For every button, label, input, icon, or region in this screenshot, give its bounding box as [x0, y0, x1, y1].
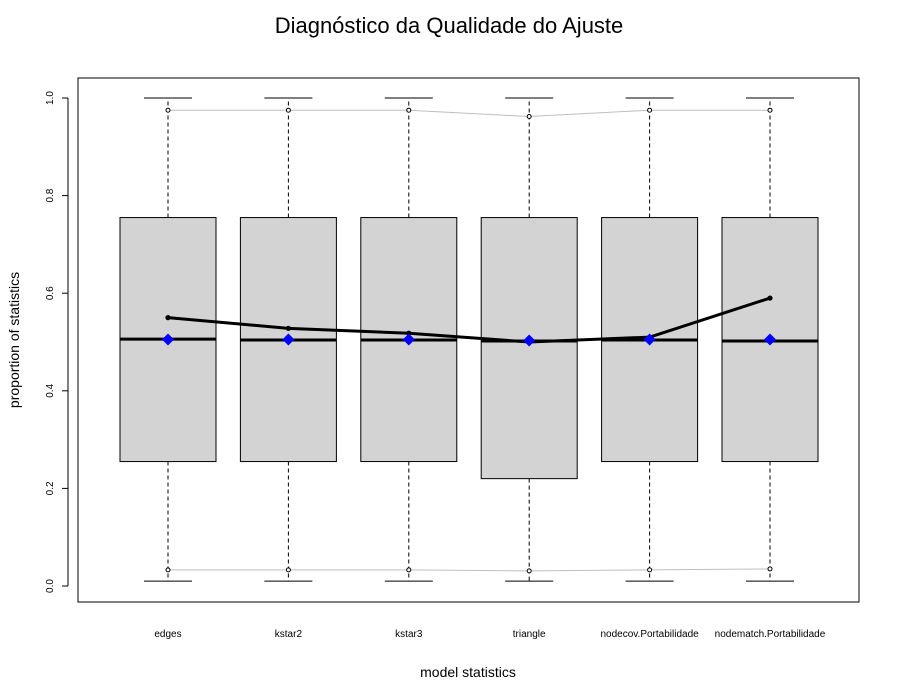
x-tick-label: nodecov.Portabilidade — [600, 629, 699, 640]
series-lines — [162, 107, 776, 574]
y-tick-label: 0.8 — [45, 188, 56, 202]
x-tick-label: triangle — [513, 629, 546, 640]
mean-marker — [764, 333, 776, 346]
series-point — [767, 295, 773, 301]
x-tick-label: kstar3 — [395, 629, 423, 640]
mean-marker — [643, 333, 656, 346]
y-tick-label: 1.0 — [45, 91, 56, 105]
plot-frame — [77, 77, 860, 603]
y-tick-label: 0.6 — [45, 286, 56, 300]
series-point — [285, 567, 291, 573]
series-line — [168, 109, 770, 118]
series-point — [406, 107, 412, 113]
x-tick-label: nodematch.Portabilidade — [715, 629, 826, 640]
series-point — [647, 567, 653, 573]
series-point — [285, 107, 291, 113]
mean-marker — [402, 333, 415, 346]
series-point — [406, 567, 412, 573]
x-tick-label: kstar2 — [275, 629, 303, 640]
x-tick-label: edges — [154, 629, 181, 640]
series-point — [767, 566, 773, 572]
mean-marker — [162, 333, 174, 346]
series-line — [167, 296, 771, 344]
mean-marker — [523, 334, 536, 347]
boxplot-group — [119, 97, 819, 582]
y-tick-label: 0.0 — [45, 579, 56, 593]
series-line — [168, 568, 771, 572]
y-tick-label: 0.4 — [45, 383, 56, 397]
series-point — [767, 107, 773, 113]
series-point — [165, 567, 171, 573]
mean-marker — [282, 333, 295, 346]
x-tick-labels: edges kstar2 kstar3 triangle nodecov.Portabi… — [154, 629, 825, 640]
series-point — [526, 114, 532, 120]
series-point — [285, 325, 291, 331]
series-point — [165, 107, 171, 113]
y-axis-label: proportion of statistics — [6, 272, 22, 408]
y-axis: 0.0 0.2 0.4 0.6 0.8 1.0 — [45, 91, 69, 593]
y-tick-label: 0.2 — [45, 481, 56, 495]
series-point — [406, 330, 412, 336]
series-point — [165, 315, 171, 321]
chart-title: Diagnóstico da Qualidade do Ajuste — [275, 13, 624, 38]
x-axis-label: model statistics — [420, 664, 516, 680]
series-point — [526, 568, 532, 574]
series-point — [647, 107, 653, 113]
box — [480, 217, 578, 480]
